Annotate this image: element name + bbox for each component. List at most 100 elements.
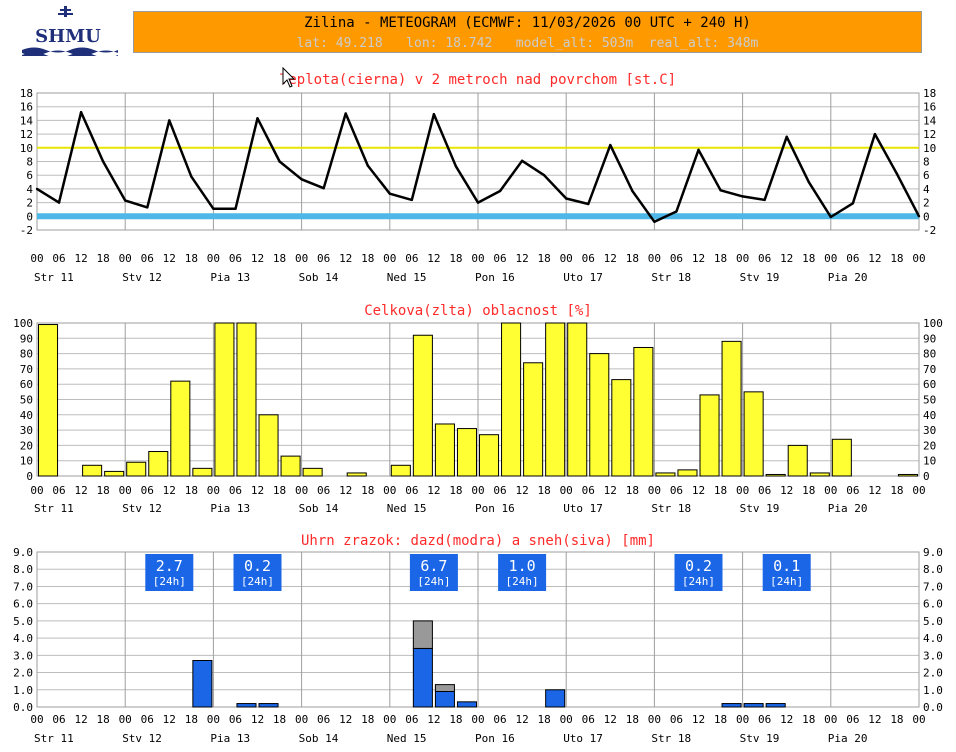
x-tick-label: 00: [295, 252, 308, 265]
temperature-point: [300, 178, 303, 181]
x-tick-label: 06: [758, 713, 771, 726]
x-tick-label: 00: [207, 484, 220, 497]
temperature-point: [873, 132, 877, 136]
x-tick-label: 00: [30, 484, 43, 497]
cloud-bar: [456, 428, 478, 477]
x-tick-label: 12: [868, 252, 881, 265]
x-tick-label: 06: [493, 252, 506, 265]
cloud-bar: [434, 423, 455, 477]
y-tick-label-right: 80: [923, 348, 936, 361]
cloud-bar: [523, 362, 544, 477]
x-tick-label: 00: [471, 252, 484, 265]
cloud-bar: [721, 340, 742, 477]
day-label: Uto 17: [563, 732, 603, 745]
x-tick-label: 18: [538, 484, 551, 497]
temperature-point: [565, 197, 568, 200]
y-tick-label-left: 8.0: [13, 563, 33, 576]
y-tick-label-left: 2.0: [13, 667, 33, 680]
x-tick-label: 06: [670, 252, 683, 265]
x-tick-label: 00: [560, 252, 573, 265]
x-tick-label: 18: [449, 484, 462, 497]
x-tick-label: 18: [185, 713, 198, 726]
cloud-bar: [148, 451, 169, 477]
x-tick-label: 00: [648, 713, 661, 726]
day-label: Stv 12: [122, 502, 162, 515]
y-tick-label-left: 100: [13, 317, 33, 330]
cloud-bar: [897, 473, 919, 477]
y-tick-label-left: 70: [20, 363, 33, 376]
day-label: Pia 13: [210, 502, 250, 515]
x-tick-label: 18: [890, 484, 903, 497]
x-tick-label: 06: [846, 484, 859, 497]
y-tick-label-right: 5.0: [923, 615, 943, 628]
x-tick-label: 18: [361, 713, 374, 726]
x-tick-label: 06: [317, 252, 330, 265]
x-tick-label: 18: [626, 252, 639, 265]
snow-bar: [412, 620, 433, 649]
temperature-point: [146, 206, 149, 209]
y-tick-label-right: 90: [923, 332, 936, 345]
y-tick-label-right: 6: [923, 169, 930, 182]
x-tick-label: 18: [714, 484, 727, 497]
y-tick-label-left: 16: [20, 101, 33, 114]
daily-total-box: 2.7[24h]: [145, 554, 194, 591]
x-tick-label: 18: [273, 713, 286, 726]
daily-total-value: 2.7: [156, 557, 183, 575]
daily-total-bg: [674, 554, 723, 591]
cloud-bar: [346, 472, 367, 477]
temperature-point: [520, 159, 524, 163]
x-tick-label: 18: [538, 252, 551, 265]
logo-text: SHMU: [35, 26, 101, 47]
chart-title: Celkova(zlta) oblacnost [%]: [364, 303, 592, 319]
temperature-point: [895, 172, 899, 176]
x-tick-label: 12: [74, 252, 87, 265]
x-tick-label: 00: [648, 484, 661, 497]
cloud-bar: [831, 438, 852, 477]
day-label: Sob 14: [299, 732, 339, 745]
y-tick-label-right: 2.0: [923, 667, 943, 680]
y-tick-label-right: 10: [923, 455, 936, 468]
temperature-point: [322, 187, 325, 190]
daily-total-box: 0.2[24h]: [674, 554, 723, 591]
daily-total-bg: [233, 554, 282, 591]
x-tick-label: 06: [229, 713, 242, 726]
y-tick-label-right: 100: [923, 317, 943, 330]
y-tick-label-right: 10: [923, 142, 936, 155]
y-tick-label-right: 60: [923, 378, 936, 391]
x-tick-label: 06: [52, 713, 65, 726]
y-tick-label-right: 40: [923, 409, 936, 422]
x-tick-label: 06: [317, 713, 330, 726]
y-tick-label-right: 7.0: [923, 580, 943, 593]
chart-title: Uhrn zrazok: dazd(modra) a sneh(siva) [m…: [301, 533, 655, 549]
temperature-point: [807, 180, 810, 184]
cloud-bar: [743, 391, 764, 477]
temperature-point: [366, 164, 369, 167]
chart-title: Teplota(cierna) v 2 metroch nad povrchom…: [280, 72, 676, 88]
day-label: Str 18: [651, 271, 691, 284]
cloud-bar: [192, 467, 213, 477]
day-label: Sob 14: [299, 502, 339, 515]
y-tick-label-left: 0: [26, 210, 33, 223]
temperature-point: [344, 112, 347, 115]
y-tick-label-right: 2: [923, 197, 930, 210]
x-tick-label: 12: [251, 252, 264, 265]
x-tick-label: 12: [515, 484, 528, 497]
day-label: Stv 12: [122, 732, 162, 745]
daily-total-value: 0.1: [773, 557, 800, 575]
daily-total-period: [24h]: [682, 575, 715, 588]
daily-total-box: 0.1[24h]: [762, 554, 811, 591]
x-tick-label: 12: [780, 484, 793, 497]
x-tick-label: 06: [141, 252, 154, 265]
x-tick-label: 12: [868, 484, 881, 497]
y-tick-label-right: 0: [923, 210, 930, 223]
y-tick-label-left: 6.0: [13, 598, 33, 611]
y-tick-label-left: 6: [26, 169, 33, 182]
temperature-point: [851, 202, 855, 205]
cloud-bar: [104, 470, 125, 477]
temperature-point: [763, 198, 766, 202]
x-tick-label: 12: [604, 484, 617, 497]
temperature-point: [432, 113, 436, 116]
x-tick-label: 00: [30, 252, 43, 265]
